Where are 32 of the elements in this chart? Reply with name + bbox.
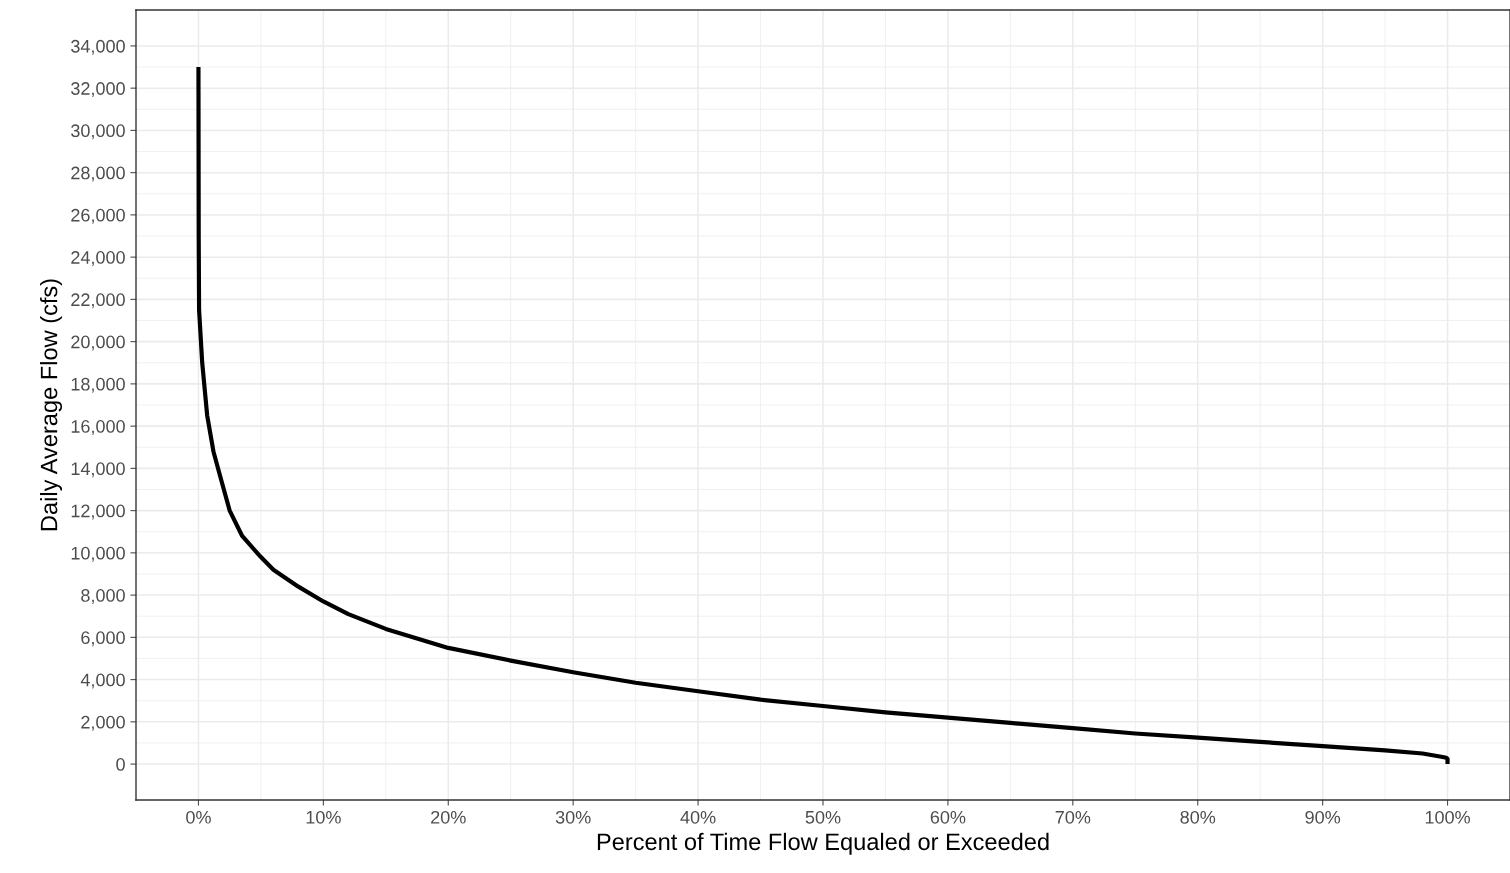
x-tick-label: 70% — [1055, 810, 1091, 824]
x-tick-label: 80% — [1180, 810, 1216, 824]
y-tick-label: 22,000 — [71, 293, 125, 309]
y-tick-label: 24,000 — [71, 251, 125, 266]
x-tick-label: 30% — [555, 810, 591, 824]
y-tick-label: 30,000 — [71, 124, 125, 140]
x-tick-label: 10% — [306, 810, 341, 824]
x-tick-label: 20% — [431, 810, 466, 824]
line-series — [196, 64, 1450, 767]
x-tick-label: 100% — [1425, 810, 1470, 824]
y-tick-label: 18,000 — [71, 377, 125, 393]
y-tick-label: 10,000 — [71, 546, 125, 562]
x-tick-label: 60% — [930, 810, 966, 824]
x-axis-title: Percent of Time Flow Equaled or Exceeded — [597, 832, 1049, 855]
y-axis-title: Daily Average Flow (cfs) — [40, 279, 63, 531]
x-tick-label: 90% — [1305, 810, 1341, 824]
y-tick-label: 14,000 — [71, 462, 125, 478]
y-tick-label: 2,000 — [81, 715, 125, 731]
y-tick-label: 6,000 — [81, 631, 125, 647]
y-tick-label: 32,000 — [71, 82, 125, 98]
x-tick-label: 50% — [805, 810, 841, 824]
y-tick-label: 34,000 — [71, 39, 125, 55]
y-tick-label: 4,000 — [80, 673, 125, 689]
y-tick-label: 8,000 — [81, 589, 125, 604]
y-tick-label: 16,000 — [71, 420, 125, 435]
y-tick-label: 0 — [116, 758, 125, 771]
y-tick-label: 28,000 — [71, 166, 125, 182]
y-tick-label: 20,000 — [71, 335, 125, 351]
x-tick-label: 40% — [680, 810, 716, 824]
x-tick-label: 0% — [186, 810, 211, 824]
y-tick-label: 26,000 — [71, 208, 125, 224]
y-tick-label: 12,000 — [71, 504, 125, 520]
